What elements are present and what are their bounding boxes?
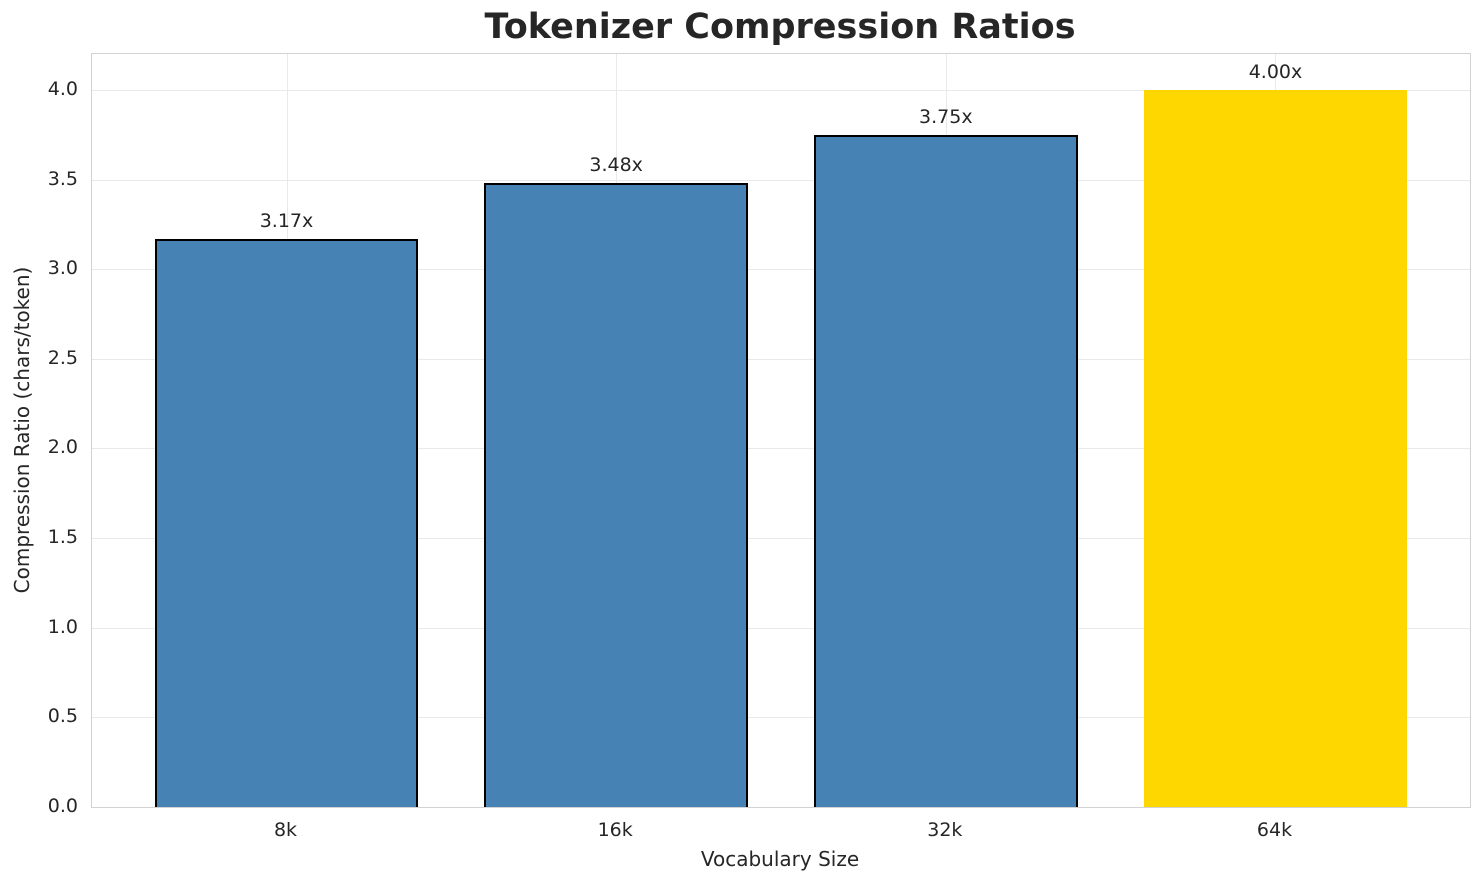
x-tick-label-16k: 16k [597,819,633,841]
bar-64k [1143,89,1408,807]
bar-8k [154,238,419,807]
y-tick-label: 0.5 [47,705,78,728]
y-tick-label: 3.0 [47,257,78,280]
bar-16k [484,183,749,807]
y-gridline [92,89,1470,91]
bar-value-label: 3.75x [919,105,973,128]
y-gridline [92,717,1470,719]
y-gridline [92,179,1470,181]
y-gridline [92,627,1470,629]
bar-value-label: 3.17x [259,209,314,232]
bar-32k [813,134,1078,807]
y-tick-label: 1.0 [47,615,78,638]
y-gridline [92,538,1470,540]
y-gridline [92,358,1470,360]
y-gridline [92,269,1470,271]
y-tick-label: 1.5 [47,526,78,549]
y-tick-label: 2.5 [47,346,78,369]
x-tick-label-32k: 32k [927,819,963,841]
y-tick-label: 2.0 [47,436,78,459]
chart-title: Tokenizer Compression Ratios [484,7,1076,47]
plot-area: 3.17x 3.48x 3.75x 4.00x [91,53,1471,808]
x-tick-label-8k: 8k [273,819,298,841]
y-tick-label: 4.0 [47,77,78,100]
bar-value-label: 4.00x [1248,60,1303,83]
x-axis-label: Vocabulary Size [700,847,860,871]
y-tick-label: 0.0 [47,795,78,817]
y-gridline [92,448,1470,450]
x-tick-label-64k: 64k [1256,819,1293,841]
y-tick-label: 3.5 [47,167,78,190]
bar-value-label: 3.48x [589,154,643,177]
